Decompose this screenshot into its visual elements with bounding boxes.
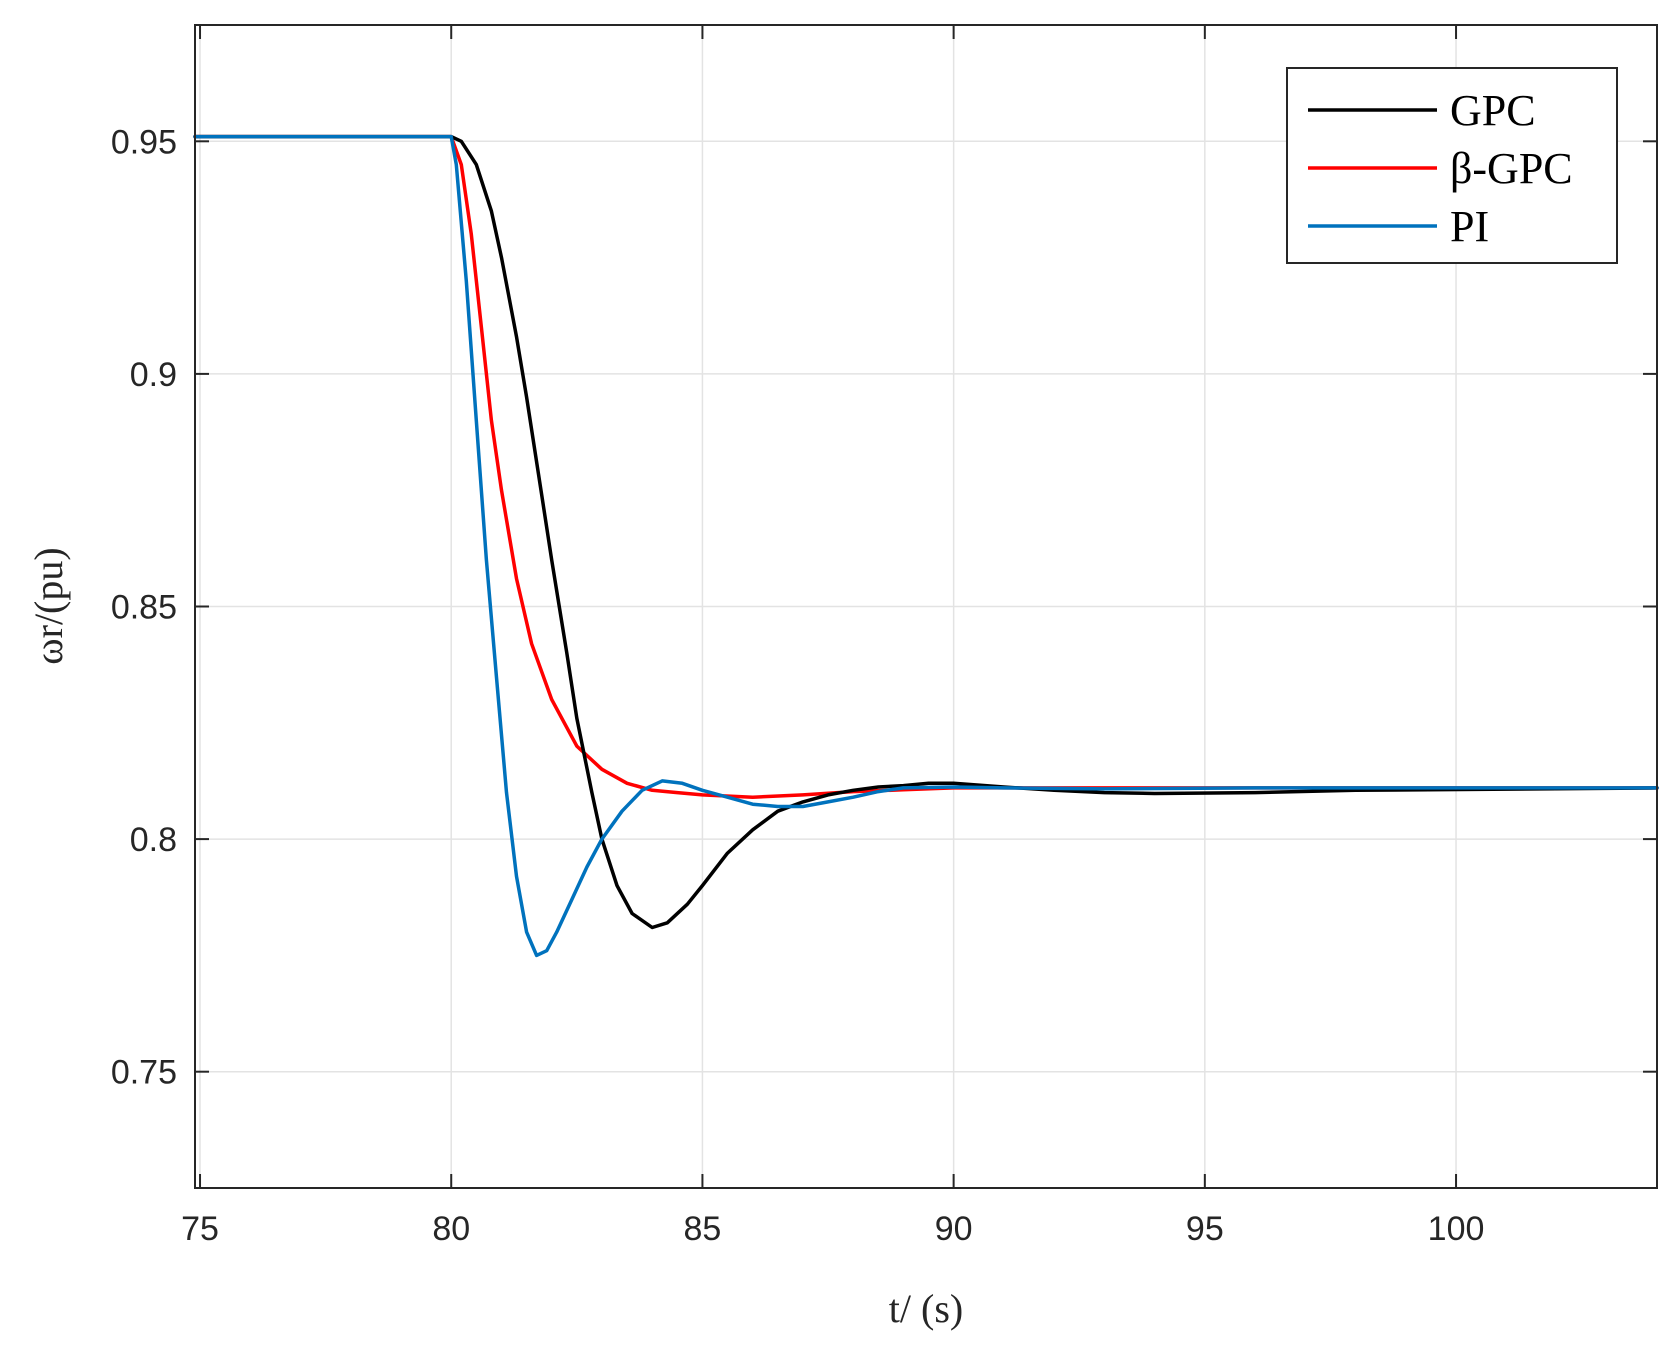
- y-tick-label: 0.8: [130, 821, 177, 859]
- series-group: [193, 134, 1659, 958]
- x-tick-label: 80: [432, 1210, 470, 1248]
- legend-label-pi: PI: [1450, 202, 1489, 251]
- x-tick-label: 85: [684, 1210, 722, 1248]
- x-tick-label: 100: [1428, 1210, 1485, 1248]
- legend-label-gpc: GPC: [1450, 86, 1536, 135]
- legend-label-gpc: β-GPC: [1450, 144, 1573, 193]
- tick-labels: 75 80 85 90 95 100 0.75 0.8 0.85 0.9 0.95: [111, 123, 1485, 1248]
- y-tick-label: 0.75: [111, 1054, 177, 1092]
- legend: GPC β-GPC PI: [1286, 67, 1618, 264]
- x-axis-title: t/ (s): [889, 1286, 963, 1331]
- y-tick-label: 0.9: [130, 356, 177, 394]
- ticks: [195, 25, 1657, 1188]
- x-tick-label: 90: [935, 1210, 973, 1248]
- x-tick-label: 95: [1186, 1210, 1224, 1248]
- x-tick-label: 75: [181, 1210, 219, 1248]
- series-line-pi: [193, 134, 1659, 958]
- legend-box: [1286, 67, 1618, 264]
- y-axis-title: ωr/(pu): [26, 547, 71, 664]
- y-tick-label: 0.95: [111, 123, 177, 161]
- y-tick-label: 0.85: [111, 589, 177, 627]
